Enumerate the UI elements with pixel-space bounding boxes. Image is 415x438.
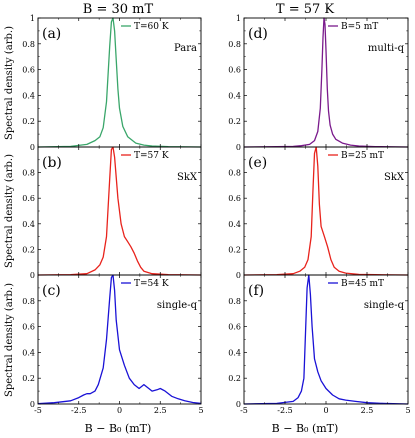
y-tick-label: 0.4 bbox=[228, 348, 241, 357]
phase-annotation: Para bbox=[174, 43, 197, 54]
phase-annotation: multi-q bbox=[368, 43, 405, 54]
series-line bbox=[243, 17, 409, 148]
y-tick-label: 1 bbox=[30, 14, 35, 23]
legend-label: B=25 mT bbox=[341, 151, 384, 161]
y-tick-label: 0.4 bbox=[22, 220, 35, 229]
legend-label: T=60 K bbox=[134, 22, 169, 32]
x-tick-label: -5 bbox=[34, 406, 42, 415]
series-line bbox=[37, 274, 202, 405]
series-line bbox=[243, 274, 409, 405]
x-tick-label: -2.5 bbox=[277, 406, 292, 415]
series-line bbox=[37, 146, 202, 276]
panel-letter: (a) bbox=[42, 26, 61, 42]
panel-letter: (b) bbox=[42, 155, 62, 171]
y-tick-label: 0.8 bbox=[22, 40, 35, 49]
y-tick-label: 0 bbox=[236, 143, 241, 152]
y-tick-label: 0.2 bbox=[228, 374, 241, 383]
x-axis-label-left: B − B₀ (mT) bbox=[85, 422, 152, 435]
y-tick-label: 0.4 bbox=[228, 220, 241, 229]
panel-d: 0 0.2 0.4 0.6 0.8 1 (d) multi-q B=5 mT bbox=[228, 14, 409, 152]
y-tick-label: 0.4 bbox=[22, 348, 35, 357]
phase-annotation: SkX bbox=[384, 172, 405, 183]
panel-a: 0 0.2 0.4 0.6 0.8 1 (a) Para T=60 K bbox=[22, 14, 202, 152]
x-tick-label: 0 bbox=[117, 406, 122, 415]
panel-letter: (c) bbox=[42, 283, 61, 299]
y-tick-label: 0.2 bbox=[22, 245, 35, 254]
x-tick-label: 0 bbox=[323, 406, 328, 415]
panel-e: 0 0.2 0.4 0.6 0.8 (e) SkX B=25 mT bbox=[228, 146, 409, 280]
x-tick-label: 5 bbox=[198, 406, 203, 415]
y-tick-label: 0.8 bbox=[22, 297, 35, 306]
y-tick-label: 1 bbox=[236, 14, 241, 23]
column-title-left: B = 30 mT bbox=[83, 2, 154, 17]
x-tick-label: 5 bbox=[405, 406, 410, 415]
legend-label: T=57 K bbox=[134, 151, 169, 161]
panel-c: 0 0.2 0.4 0.6 0.8 -5 -2.5 0 2.5 5 (c) single-q T=54 … bbox=[22, 274, 204, 415]
y-tick-label: 0.6 bbox=[22, 323, 35, 332]
x-axis-label-right: B − B₀ (mT) bbox=[272, 422, 339, 435]
y-axis-label-row-2: Spectral density (arb.) bbox=[4, 154, 15, 268]
panel-letter: (d) bbox=[248, 26, 268, 42]
y-tick-label: 0 bbox=[30, 400, 35, 409]
y-tick-label: 0.2 bbox=[228, 245, 241, 254]
y-tick-label: 0.8 bbox=[22, 169, 35, 178]
y-tick-label: 0.2 bbox=[22, 374, 35, 383]
y-tick-label: 0 bbox=[236, 271, 241, 280]
y-tick-label: 0.6 bbox=[228, 66, 241, 75]
y-tick-label: 0.6 bbox=[228, 194, 241, 203]
legend-label: T=54 K bbox=[134, 279, 169, 289]
y-tick-label: 0.6 bbox=[22, 66, 35, 75]
panel-letter: (f) bbox=[248, 283, 264, 299]
legend-label: B=45 mT bbox=[341, 279, 384, 289]
panel-letter: (e) bbox=[248, 155, 267, 171]
column-title-right: T = 57 K bbox=[276, 2, 335, 17]
y-tick-label: 0 bbox=[236, 400, 241, 409]
y-tick-label: 0.4 bbox=[228, 91, 241, 100]
phase-annotation: single-q bbox=[157, 300, 198, 311]
y-tick-label: 0.4 bbox=[22, 91, 35, 100]
y-tick-label: 0 bbox=[30, 271, 35, 280]
y-tick-label: 0.8 bbox=[228, 40, 241, 49]
x-tick-label: 2.5 bbox=[154, 406, 167, 415]
axes-frame bbox=[243, 146, 409, 276]
series-line bbox=[243, 146, 409, 276]
axes-frame bbox=[37, 17, 202, 148]
y-tick-label: 0 bbox=[30, 143, 35, 152]
legend-label: B=5 mT bbox=[341, 22, 378, 32]
y-tick-label: 0.6 bbox=[228, 323, 241, 332]
y-tick-label: 0.8 bbox=[228, 297, 241, 306]
phase-annotation: SkX bbox=[177, 172, 198, 183]
x-tick-label: -5 bbox=[240, 406, 248, 415]
phase-annotation: single-q bbox=[364, 300, 405, 311]
axes-frame bbox=[37, 274, 202, 405]
y-tick-label: 0.6 bbox=[22, 194, 35, 203]
x-tick-label: -2.5 bbox=[71, 406, 86, 415]
y-axis-label-row-3: Spectral density (arb.) bbox=[4, 283, 15, 397]
x-tick-label: 2.5 bbox=[361, 406, 374, 415]
panel-f: 0 0.2 0.4 0.6 0.8 -5 -2.5 0 2.5 5 (f) single-q B=45 … bbox=[228, 274, 411, 415]
y-tick-label: 0.2 bbox=[228, 117, 241, 126]
y-tick-label: 0.2 bbox=[22, 117, 35, 126]
axes-frame bbox=[243, 274, 409, 405]
y-axis-label-row-1: Spectral density (arb.) bbox=[4, 26, 15, 140]
series-line bbox=[37, 17, 202, 148]
panel-b: 0 0.2 0.4 0.6 0.8 (b) SkX T=57 K bbox=[22, 146, 202, 280]
y-tick-label: 0.8 bbox=[228, 169, 241, 178]
